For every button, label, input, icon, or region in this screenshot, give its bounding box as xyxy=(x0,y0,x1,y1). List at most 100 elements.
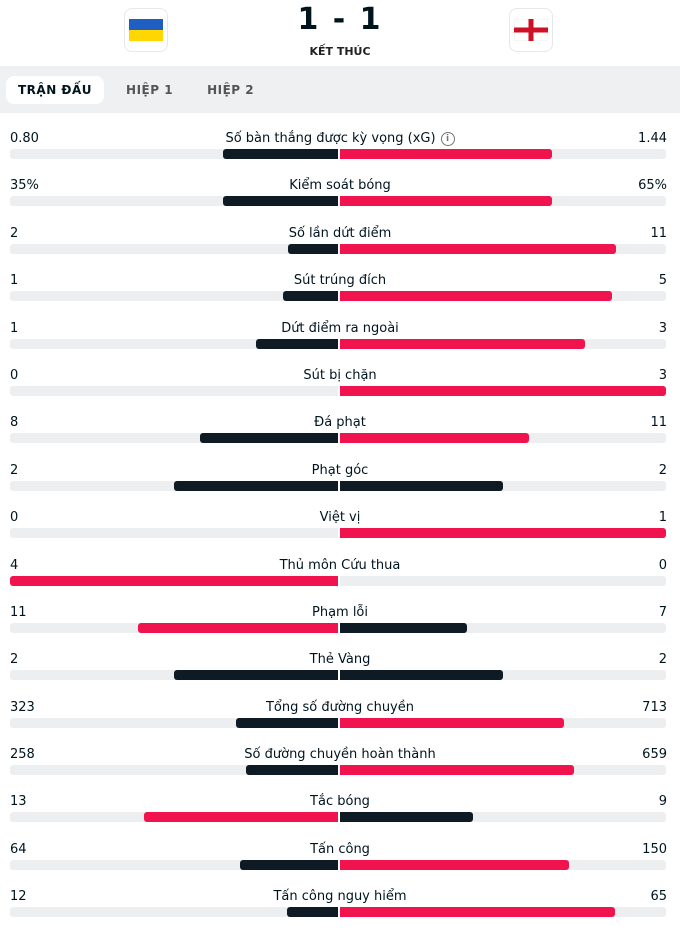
away-team-flag[interactable] xyxy=(509,8,553,52)
away-bar-track xyxy=(340,480,666,491)
away-stat-value: 5 xyxy=(658,273,667,289)
away-stat-value: 65 xyxy=(650,889,667,905)
stat-label: Sút trúng đích xyxy=(0,273,680,288)
away-bar xyxy=(340,765,575,776)
home-bar xyxy=(235,717,338,728)
stat-row: 13 Tắc bóng 9 xyxy=(0,776,680,823)
home-bar xyxy=(245,765,338,776)
stat-label-text: Tắc bóng xyxy=(310,794,370,810)
home-bar xyxy=(283,291,338,302)
away-stat-value: 9 xyxy=(658,794,667,810)
home-bar-track xyxy=(10,859,338,870)
stat-label: Tổng số đường chuyền xyxy=(0,700,680,715)
away-bar xyxy=(340,907,616,918)
home-stat-value: 12 xyxy=(10,889,27,905)
tab-second-half[interactable]: HIỆP 2 xyxy=(207,82,255,97)
away-stat-value: 713 xyxy=(642,699,667,715)
home-bar-track xyxy=(10,243,338,254)
home-team-flag[interactable] xyxy=(124,8,168,52)
home-stat-value: 1 xyxy=(10,273,19,289)
stat-label: Dứt điểm ra ngoài xyxy=(0,321,680,336)
away-bar-track xyxy=(340,907,666,918)
away-bar xyxy=(340,243,616,254)
stat-row: 2 Thẻ Vàng 2 xyxy=(0,634,680,681)
stat-row: 0 Sút bị chặn 3 xyxy=(0,350,680,397)
home-bar-track xyxy=(10,338,338,349)
stat-label-text: Sút bị chặn xyxy=(303,367,377,383)
info-icon[interactable]: i xyxy=(440,132,455,146)
home-bar xyxy=(144,812,338,823)
match-score: 1 - 1 xyxy=(297,2,383,37)
stat-row: 1 Dứt điểm ra ngoài 3 xyxy=(0,303,680,350)
home-bar-track xyxy=(10,812,338,823)
stat-label: Tắc bóng xyxy=(0,794,680,809)
away-bar xyxy=(340,622,467,633)
home-bar xyxy=(287,243,338,254)
home-stat-value: 64 xyxy=(10,841,27,857)
stat-label-text: Thủ môn Cứu thua xyxy=(279,557,401,573)
stat-label-text: Đá phạt xyxy=(314,415,366,431)
stat-label: Sút bị chặn xyxy=(0,368,680,383)
home-stat-value: 2 xyxy=(10,225,19,241)
tab-match[interactable]: TRẬN ĐẤU xyxy=(6,75,105,104)
away-bar xyxy=(340,480,503,491)
away-bar xyxy=(340,528,666,539)
stat-label: Tấn công xyxy=(0,842,680,857)
stat-label-text: Số lần dứt điểm xyxy=(288,225,392,241)
home-bar xyxy=(223,149,338,159)
stat-label-text: Số bàn thắng được kỳ vọng (xG) xyxy=(225,131,436,146)
home-stat-value: 8 xyxy=(10,415,19,431)
home-stat-value: 0.80 xyxy=(10,131,39,146)
stat-row: 323 Tổng số đường chuyền 713 xyxy=(0,682,680,729)
away-bar xyxy=(340,812,474,823)
home-bar xyxy=(256,338,338,349)
stat-label: Số lần dứt điểm xyxy=(0,226,680,241)
away-stat-value: 659 xyxy=(642,747,667,763)
stat-row: 11 Phạm lỗi 7 xyxy=(0,587,680,634)
stat-row: 2 Số lần dứt điểm 11 xyxy=(0,208,680,255)
away-stat-value: 3 xyxy=(658,320,667,336)
home-bar-track xyxy=(10,622,338,633)
away-bar-track xyxy=(340,670,666,681)
home-stat-value: 4 xyxy=(10,557,19,573)
away-stat-value: 2 xyxy=(658,462,667,478)
away-bar-track xyxy=(340,385,666,396)
stat-row: 258 Số đường chuyền hoàn thành 659 xyxy=(0,729,680,776)
home-stat-value: 0 xyxy=(10,367,19,383)
away-bar-track xyxy=(340,528,666,539)
home-stat-value: 2 xyxy=(10,462,19,478)
stat-label-text: Sút trúng đích xyxy=(293,273,387,289)
home-bar xyxy=(223,196,338,207)
away-stat-value: 11 xyxy=(650,415,667,431)
away-stat-value: 2 xyxy=(658,652,667,668)
away-bar-track xyxy=(340,622,666,633)
away-stat-value: 0 xyxy=(658,557,667,573)
away-bar xyxy=(340,338,585,349)
home-bar xyxy=(174,480,338,491)
home-bar-track xyxy=(10,149,338,159)
home-stat-value: 1 xyxy=(10,320,19,336)
away-stat-value: 7 xyxy=(658,604,667,620)
stat-row: 0 Việt vị 1 xyxy=(0,492,680,539)
home-stat-value: 323 xyxy=(10,699,35,715)
home-bar-track xyxy=(10,291,338,302)
away-stat-value: 1.44 xyxy=(638,131,667,146)
stat-row: 64 Tấn công 150 xyxy=(0,824,680,871)
stat-label: Phạt góc xyxy=(0,463,680,478)
home-bar-track xyxy=(10,433,338,444)
stat-label: Số bàn thắng được kỳ vọng (xG) i xyxy=(0,131,680,146)
stat-label-text: Tổng số đường chuyền xyxy=(265,699,414,715)
stat-label-text: Tấn công nguy hiểm xyxy=(273,889,407,905)
home-bar-track xyxy=(10,196,338,207)
stat-row: 4 Thủ môn Cứu thua 0 xyxy=(0,540,680,587)
home-stat-value: 258 xyxy=(10,747,35,763)
stat-label-text: Phạt góc xyxy=(311,462,369,478)
tab-first-half[interactable]: HIỆP 1 xyxy=(126,82,174,97)
away-bar xyxy=(340,291,612,302)
home-bar-track xyxy=(10,670,338,681)
away-bar-track xyxy=(340,196,666,207)
stat-row: 0.80 Số bàn thắng được kỳ vọng (xG) i 1.44 xyxy=(0,113,680,160)
stat-row: 35% Kiểm soát bóng 65% xyxy=(0,160,680,207)
away-stat-value: 1 xyxy=(658,510,667,526)
stat-label: Tấn công nguy hiểm xyxy=(0,889,680,904)
